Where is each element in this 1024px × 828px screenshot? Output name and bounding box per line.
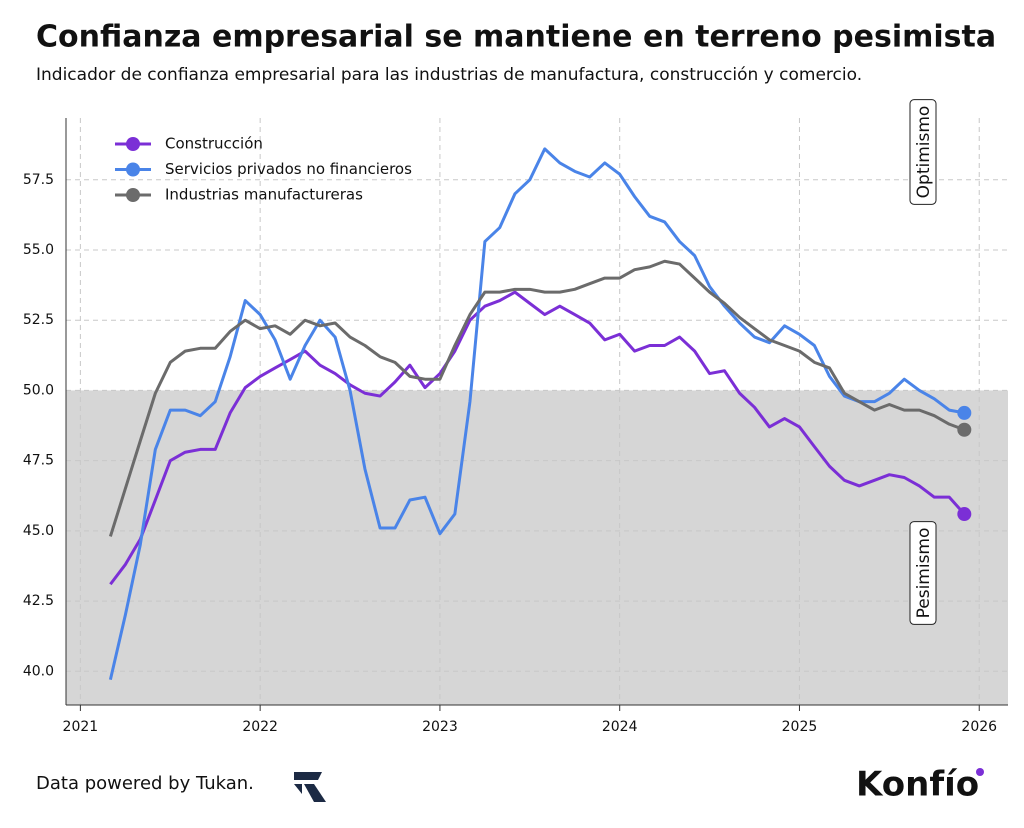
plot-area: 40.0 42.5 45.0 47.5 50.0 52.5 55.0 57.5 2021 2022… (23, 99, 1008, 735)
x-tick-label: 2025 (782, 719, 818, 735)
series-line (108, 147, 965, 681)
legend-marker (126, 188, 140, 202)
annotation-box (909, 521, 937, 625)
annotation-box (909, 99, 937, 205)
brand-logo: Konfío (856, 765, 979, 805)
x-tick-label: 2021 (63, 719, 99, 735)
legend-label: Industrias manufactureras (165, 186, 363, 204)
x-tick-label: 2023 (422, 719, 458, 735)
legend-marker (126, 162, 140, 177)
chart-title: Confianza empresarial se mantiene en ter… (36, 20, 996, 55)
y-tick-label: 47.5 (23, 453, 54, 469)
annotation: Pesimismo (909, 521, 937, 625)
x-tick-label: 2022 (242, 719, 278, 735)
end-marker (957, 507, 972, 522)
series-line (109, 290, 966, 586)
annotation-text: Pesimismo (914, 528, 934, 619)
annotation: Optimismo (909, 99, 937, 205)
source: Data powered by Tukan. (36, 773, 254, 794)
y-tick-label: 50.0 (23, 382, 54, 398)
series-line (108, 259, 965, 537)
legend-label: Construcción (165, 135, 263, 153)
chart-subtitle: Indicador de confianza empresarial para … (36, 65, 862, 85)
y-tick-label: 55.0 (23, 242, 54, 258)
annotation-text: Optimismo (914, 106, 934, 199)
y-tick-label: 57.5 (23, 172, 54, 188)
brand-dot (976, 768, 984, 776)
legend-marker (126, 137, 140, 151)
x-tick-label: 2024 (602, 719, 638, 735)
end-marker (957, 422, 972, 437)
y-tick-label: 42.5 (23, 593, 54, 609)
y-tick-label: 40.0 (23, 663, 54, 679)
pessimism-zone (66, 390, 1008, 705)
end-marker (957, 405, 972, 420)
legend-label: Servicios privados no financieros (165, 160, 412, 178)
tukan-logo (294, 772, 326, 802)
y-tick-label: 52.5 (23, 312, 54, 328)
x-tick-label: 2026 (961, 719, 997, 735)
y-tick-label: 45.0 (23, 523, 54, 539)
